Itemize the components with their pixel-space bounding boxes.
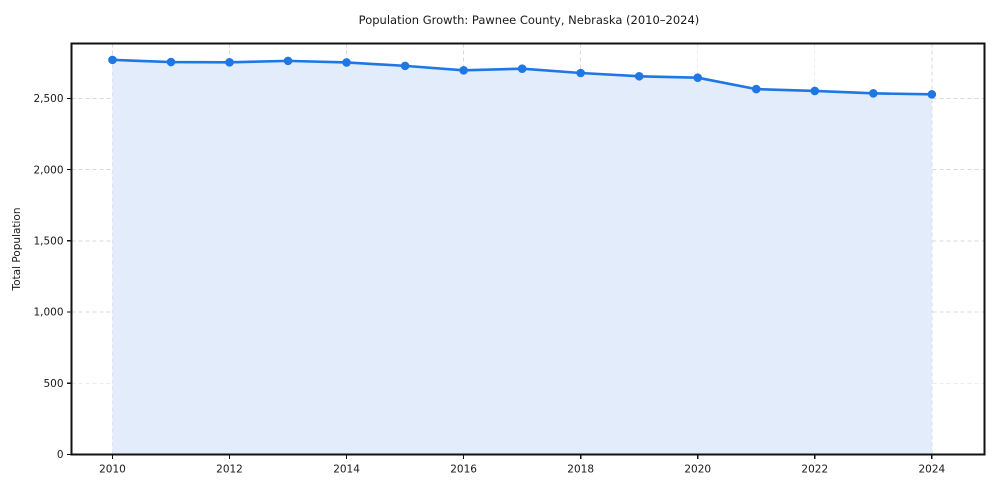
data-point-2022 — [810, 86, 820, 96]
data-point-2012 — [225, 58, 234, 67]
y-tick-label: 2,500 — [33, 93, 63, 105]
x-axis-ticks — [111, 454, 933, 459]
data-point-2016 — [459, 65, 468, 75]
data-point-2013 — [283, 56, 293, 66]
data-point-2017 — [517, 64, 527, 74]
y-axis-label: Total Population — [11, 207, 23, 291]
data-point-2014 — [342, 58, 351, 67]
data-point-2021 — [751, 84, 761, 94]
data-point-2010 — [108, 55, 117, 65]
data-point-2018 — [576, 68, 585, 78]
x-axis-tick-labels: 2010 2012 2014 2016 2018 2020 2022 2024 — [99, 464, 945, 476]
y-tick-label: 0 — [57, 449, 64, 461]
x-tick-label: 2024 — [918, 464, 945, 476]
plot-area-border — [70, 42, 986, 456]
data-point-2015 — [400, 61, 410, 71]
x-tick-label: 2012 — [216, 464, 243, 476]
data-point-2011 — [166, 57, 176, 67]
x-tick-label: 2020 — [684, 464, 711, 476]
data-point-2020 — [693, 73, 703, 82]
chart-title: Population Growth: Pawnee County, Nebras… — [359, 13, 700, 27]
data-point-2024 — [927, 90, 937, 99]
y-tick-label: 2,000 — [33, 164, 63, 176]
y-axis-ticks — [67, 97, 72, 456]
x-tick-label: 2014 — [333, 464, 360, 476]
x-tick-label: 2016 — [450, 464, 477, 476]
y-tick-label: 500 — [43, 378, 63, 390]
y-tick-label: 1,000 — [33, 307, 63, 319]
data-point-2019 — [634, 71, 644, 81]
y-tick-label: 1,500 — [33, 236, 63, 248]
x-tick-label: 2010 — [99, 464, 126, 476]
x-tick-label: 2018 — [567, 464, 594, 476]
population-data-points — [108, 55, 937, 99]
population-area-fill — [112, 59, 932, 455]
data-point-2023 — [869, 89, 878, 98]
x-tick-label: 2022 — [801, 464, 828, 476]
y-axis-tick-labels: 0 500 1,000 1,500 2,000 2,500 — [33, 93, 63, 461]
